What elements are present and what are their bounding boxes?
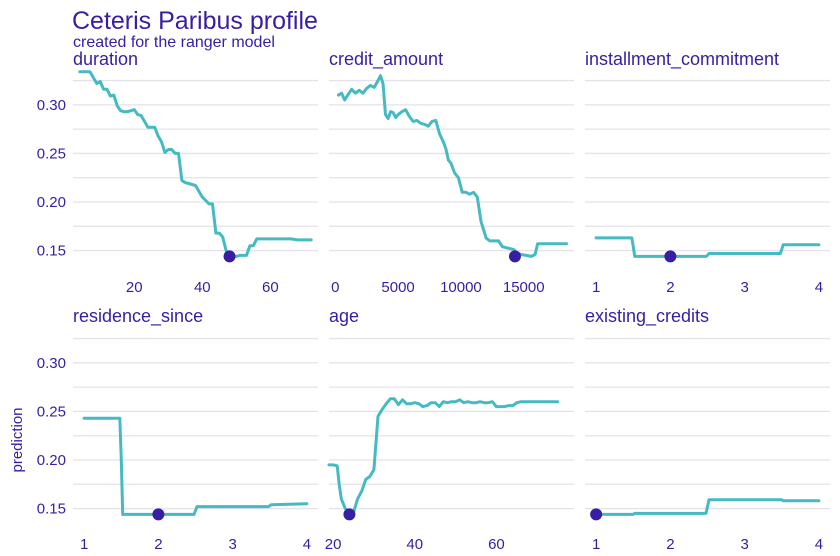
x-tick-label: 4	[815, 279, 823, 296]
y-tick-label: 0.20	[37, 194, 66, 211]
observation-point	[343, 508, 356, 521]
x-tick-label: 1	[80, 536, 88, 553]
chart-subtitle: created for the ranger model	[73, 34, 275, 51]
panel-credit_amount: credit_amount 0 5000 10000 15000	[329, 49, 574, 296]
panel-title: existing_credits	[585, 306, 709, 327]
x-tick-label: 20	[325, 536, 342, 553]
panel-age: age 20 40 60	[325, 306, 574, 553]
panel-installment_commitment: installment_commitment 1 2 3 4	[585, 49, 830, 296]
y-tick-label: 0.30	[37, 355, 66, 372]
x-tick-label: 2	[666, 279, 674, 296]
y-tick-label: 0.30	[37, 97, 66, 114]
observation-point	[223, 250, 236, 263]
observation-point	[152, 508, 165, 521]
profile-line	[336, 74, 568, 258]
x-tick-label: 40	[406, 536, 423, 553]
x-tick-label: 20	[126, 279, 143, 296]
y-tick-label: 0.25	[37, 145, 66, 162]
panel-title: residence_since	[73, 306, 203, 327]
profile-line	[327, 397, 560, 514]
y-tick-label: 0.20	[37, 452, 66, 469]
observation-point	[664, 250, 677, 263]
panel-title: age	[329, 306, 359, 326]
x-tick-label: 15000	[503, 279, 545, 296]
x-tick-label: 2	[666, 536, 674, 553]
panel-residence_since: residence_since 0.15 0.20 0.25 0.30 1 2 3 4	[37, 306, 318, 553]
panel-title: duration	[73, 49, 138, 69]
observation-point	[508, 250, 521, 263]
profile-line	[82, 416, 309, 516]
x-tick-label: 0	[331, 279, 339, 296]
x-tick-label: 60	[262, 279, 279, 296]
x-tick-label: 4	[303, 536, 311, 553]
panel-duration: duration 0.15 0.20 0.25 0.30 20 40 60	[37, 49, 318, 296]
x-tick-label: 40	[194, 279, 211, 296]
panel-title: installment_commitment	[585, 49, 779, 70]
panel-existing_credits: existing_credits 1 2 3 4	[585, 306, 830, 553]
panel-title: credit_amount	[329, 49, 443, 70]
y-tick-label: 0.15	[37, 243, 66, 260]
x-tick-label: 2	[154, 536, 162, 553]
y-tick-label: 0.25	[37, 403, 66, 420]
observation-point	[590, 508, 603, 521]
y-tick-label: 0.15	[37, 501, 66, 518]
x-tick-label: 1	[592, 279, 600, 296]
y-axis-label: prediction	[9, 407, 26, 472]
chart-title: Ceteris Paribus profile	[72, 7, 318, 35]
x-tick-label: 1	[592, 536, 600, 553]
x-tick-label: 3	[740, 279, 748, 296]
profile-line	[594, 498, 821, 516]
x-tick-label: 3	[740, 536, 748, 553]
profile-line	[594, 236, 821, 258]
x-tick-label: 3	[228, 536, 236, 553]
profile-line	[78, 70, 313, 258]
x-tick-label: 60	[488, 536, 505, 553]
x-tick-label: 4	[815, 536, 823, 553]
x-tick-label: 5000	[381, 279, 414, 296]
x-tick-label: 10000	[440, 279, 482, 296]
